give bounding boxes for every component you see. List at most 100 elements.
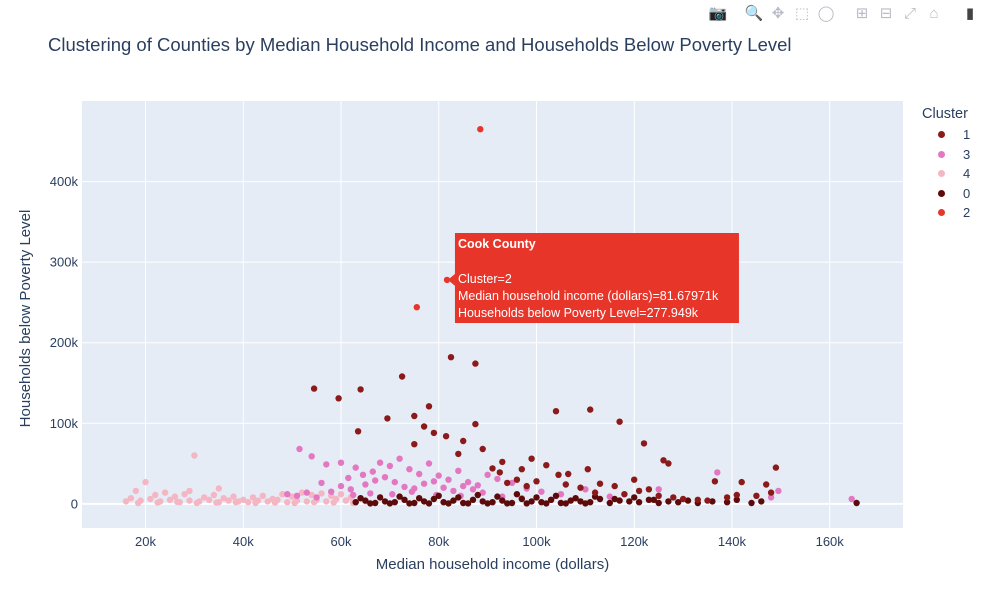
data-point-cluster-1[interactable] <box>513 476 521 483</box>
data-point-cluster-1[interactable] <box>533 478 540 485</box>
data-point-cluster-1[interactable] <box>357 386 364 393</box>
data-point-cluster-2[interactable] <box>413 304 420 311</box>
data-point-cluster-0[interactable] <box>723 499 731 506</box>
data-point-cluster-1[interactable] <box>442 433 450 440</box>
data-point-cluster-0[interactable] <box>401 496 408 503</box>
data-point-cluster-3[interactable] <box>440 484 447 491</box>
data-point-cluster-3[interactable] <box>775 487 782 495</box>
data-point-cluster-4[interactable] <box>337 491 345 498</box>
data-point-cluster-4[interactable] <box>191 452 198 459</box>
data-point-cluster-4[interactable] <box>330 499 337 506</box>
data-point-cluster-1[interactable] <box>587 406 594 413</box>
data-point-cluster-0[interactable] <box>538 499 545 506</box>
legend-item-cluster-1[interactable]: 1 <box>922 125 970 145</box>
data-point-cluster-3[interactable] <box>337 459 345 466</box>
data-point-cluster-3[interactable] <box>538 488 545 495</box>
zoom-in-icon[interactable]: ⊞ <box>855 5 869 22</box>
data-point-cluster-1[interactable] <box>611 482 618 490</box>
data-point-cluster-1[interactable] <box>447 354 455 361</box>
data-point-cluster-4[interactable] <box>210 491 218 499</box>
data-point-cluster-1[interactable] <box>584 466 591 473</box>
data-point-cluster-1[interactable] <box>420 423 428 430</box>
data-point-cluster-3[interactable] <box>450 487 457 495</box>
data-point-cluster-3[interactable] <box>420 480 428 487</box>
data-point-cluster-0[interactable] <box>357 495 364 502</box>
data-point-cluster-3[interactable] <box>381 474 389 481</box>
data-point-cluster-4[interactable] <box>245 499 252 506</box>
data-point-cluster-0[interactable] <box>435 492 442 499</box>
data-point-cluster-4[interactable] <box>342 497 350 504</box>
data-point-cluster-0[interactable] <box>758 498 765 505</box>
data-point-cluster-4[interactable] <box>259 492 266 499</box>
data-point-cluster-3[interactable] <box>391 478 398 486</box>
data-point-cluster-0[interactable] <box>626 498 633 505</box>
camera-icon[interactable]: 📷 <box>708 5 728 22</box>
data-point-cluster-0[interactable] <box>547 496 555 503</box>
data-point-cluster-4[interactable] <box>132 487 139 495</box>
data-point-cluster-3[interactable] <box>582 486 589 493</box>
data-point-cluster-1[interactable] <box>660 457 667 464</box>
data-point-cluster-4[interactable] <box>225 497 232 504</box>
data-point-cluster-1[interactable] <box>528 455 535 462</box>
data-point-cluster-0[interactable] <box>450 497 457 504</box>
data-point-cluster-3[interactable] <box>389 491 396 498</box>
data-point-cluster-4[interactable] <box>201 494 208 501</box>
data-point-cluster-0[interactable] <box>445 500 452 507</box>
data-point-cluster-0[interactable] <box>391 499 398 506</box>
data-point-cluster-0[interactable] <box>577 498 584 505</box>
data-point-cluster-3[interactable] <box>425 460 433 467</box>
data-point-cluster-3[interactable] <box>318 479 325 487</box>
data-point-cluster-0[interactable] <box>665 498 672 505</box>
data-point-cluster-4[interactable] <box>186 497 193 504</box>
data-point-cluster-0[interactable] <box>425 500 433 507</box>
data-point-cluster-1[interactable] <box>631 476 638 483</box>
data-point-cluster-3[interactable] <box>296 445 303 453</box>
data-point-cluster-4[interactable] <box>186 487 193 495</box>
data-point-cluster-4[interactable] <box>127 495 135 502</box>
data-point-cluster-4[interactable] <box>166 496 174 503</box>
data-point-cluster-4[interactable] <box>249 494 257 501</box>
data-point-cluster-3[interactable] <box>474 482 481 489</box>
data-point-cluster-3[interactable] <box>479 489 486 496</box>
data-point-cluster-0[interactable] <box>567 497 574 504</box>
data-point-cluster-4[interactable] <box>284 499 291 506</box>
data-point-cluster-4[interactable] <box>323 498 330 505</box>
data-point-cluster-3[interactable] <box>347 486 354 493</box>
data-point-cluster-3[interactable] <box>372 477 379 484</box>
data-point-cluster-1[interactable] <box>472 420 479 428</box>
data-point-cluster-3[interactable] <box>367 490 374 497</box>
data-point-cluster-3[interactable] <box>606 493 613 500</box>
data-point-cluster-3[interactable] <box>494 475 501 483</box>
data-point-cluster-3[interactable] <box>345 474 352 482</box>
data-point-cluster-1[interactable] <box>411 441 418 448</box>
data-point-cluster-1[interactable] <box>665 460 672 467</box>
data-point-cluster-1[interactable] <box>543 462 550 469</box>
data-point-cluster-1[interactable] <box>616 418 623 425</box>
data-point-cluster-3[interactable] <box>337 482 345 490</box>
data-point-cluster-4[interactable] <box>135 499 142 507</box>
data-point-cluster-0[interactable] <box>386 500 394 507</box>
data-point-cluster-0[interactable] <box>479 498 486 505</box>
data-point-cluster-0[interactable] <box>464 500 472 507</box>
data-point-cluster-4[interactable] <box>232 499 240 506</box>
data-point-cluster-1[interactable] <box>425 403 433 410</box>
data-point-cluster-3[interactable] <box>396 455 403 462</box>
data-point-cluster-0[interactable] <box>411 499 418 507</box>
data-point-cluster-1[interactable] <box>577 484 584 491</box>
zoom-icon[interactable]: 🔍 <box>744 5 764 22</box>
data-point-cluster-4[interactable] <box>193 499 200 507</box>
data-point-cluster-1[interactable] <box>460 437 467 445</box>
data-point-cluster-1[interactable] <box>704 497 711 504</box>
data-point-cluster-0[interactable] <box>469 496 477 503</box>
data-point-cluster-0[interactable] <box>655 499 662 507</box>
data-point-cluster-0[interactable] <box>557 499 565 507</box>
data-point-cluster-1[interactable] <box>645 486 653 493</box>
data-point-cluster-1[interactable] <box>733 491 740 499</box>
data-point-cluster-3[interactable] <box>714 469 721 476</box>
data-point-cluster-1[interactable] <box>384 415 391 422</box>
data-point-cluster-1[interactable] <box>591 489 599 496</box>
data-point-cluster-3[interactable] <box>469 486 477 493</box>
data-point-cluster-0[interactable] <box>562 500 569 507</box>
data-point-cluster-1[interactable] <box>310 385 318 392</box>
data-point-cluster-0[interactable] <box>499 497 506 504</box>
